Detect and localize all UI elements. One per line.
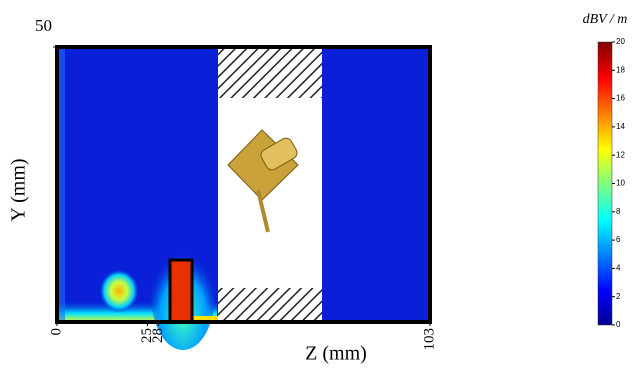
hot-spot — [99, 269, 139, 313]
colorbar-tick-label: 2 — [616, 292, 621, 301]
x-tick-label: 28 — [150, 328, 166, 343]
colorbar-tick-label: 14 — [616, 122, 625, 131]
colorbar-tick-label: 8 — [616, 207, 621, 216]
x-tick-label: 0 — [48, 328, 64, 336]
field-edge — [57, 47, 65, 322]
colorbar-tick-label: 10 — [616, 179, 625, 188]
y-tick-label: 50 — [35, 16, 52, 35]
x-axis-label: Z (mm) — [305, 343, 367, 365]
plot-frame — [55, 45, 432, 324]
colorbar-label: dBV / m — [583, 12, 628, 27]
colorbar-tick-label: 18 — [616, 65, 625, 74]
connector-icon — [227, 129, 299, 233]
x-tick-label: 103 — [421, 328, 437, 351]
colorbar-tick-label: 16 — [616, 94, 625, 103]
y-axis-label: Y (mm) — [8, 158, 30, 221]
colorbar-tick-label: 4 — [616, 264, 621, 273]
colorbar-tick-label: 20 — [616, 37, 625, 46]
probe — [168, 258, 194, 324]
colorbar-tick-label: 0 — [616, 320, 621, 329]
colorbar — [597, 41, 613, 326]
floor-hot — [170, 316, 220, 322]
connector-area — [218, 98, 322, 288]
colorbar-tick-label: 12 — [616, 150, 625, 159]
colorbar-tick-label: 6 — [616, 235, 621, 244]
x-tick-label: 25 — [139, 328, 155, 343]
heatmap — [55, 45, 432, 350]
